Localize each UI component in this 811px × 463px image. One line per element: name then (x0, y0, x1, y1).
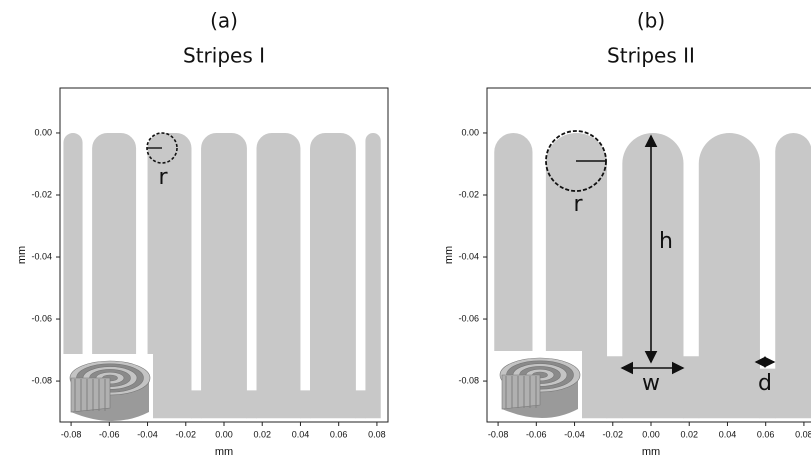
plot-area (63, 133, 381, 422)
y-axis-label: mm (16, 246, 28, 264)
y-tick-label: -0.04 (31, 251, 52, 261)
inset-cut (71, 378, 110, 412)
x-tick-label: 0.00 (215, 429, 233, 439)
stripe (201, 133, 247, 418)
x-tick-label: 0.08 (795, 429, 811, 439)
gap-bottom (300, 390, 311, 418)
inset (63, 354, 153, 422)
x-tick-label: 0.08 (368, 429, 386, 439)
x-tick-label: 0.04 (292, 429, 310, 439)
inset-cut (502, 375, 540, 409)
x-tick-label: -0.02 (603, 429, 624, 439)
x-tick-label: -0.04 (564, 429, 585, 439)
gap-bottom (355, 390, 366, 418)
stripe (775, 133, 811, 418)
gap-bottom (246, 390, 257, 418)
y-tick-label: -0.06 (458, 313, 479, 323)
gap-bottom (191, 390, 202, 418)
y-tick-label: -0.02 (31, 189, 52, 199)
x-tick-label: 0.02 (680, 429, 698, 439)
panel: (b) Stripes II -0.08 -0.06 -0.04 -0.02 0.00 0.0… (443, 9, 811, 458)
stripe (699, 133, 760, 418)
y-axis-label: mm (443, 246, 455, 264)
annotation: r (573, 192, 583, 217)
gap-bottom (683, 356, 699, 418)
panel-label: (a) (210, 9, 238, 33)
figure: (a) Stripes I -0.08 -0.06 -0.04 -0.02 0.00 0.02… (0, 0, 811, 463)
stripe (365, 133, 380, 418)
x-tick-label: 0.06 (757, 429, 775, 439)
x-tick-label: 0.02 (253, 429, 271, 439)
stripe (148, 133, 192, 418)
x-axis-label: mm (642, 446, 660, 458)
stripe (310, 133, 356, 418)
annotation: w (642, 371, 660, 396)
x-tick-label: -0.08 (61, 429, 82, 439)
y-tick-label: -0.06 (31, 313, 52, 323)
y-tick-label: -0.08 (31, 375, 52, 385)
x-tick-label: 0.04 (719, 429, 737, 439)
x-tick-label: -0.04 (137, 429, 158, 439)
annotation: d (758, 371, 772, 396)
x-tick-label: -0.06 (526, 429, 547, 439)
panel-title: Stripes I (183, 44, 265, 68)
stripe (256, 133, 300, 418)
annotation: r (158, 165, 168, 190)
x-axis-label: mm (215, 446, 233, 458)
panel: (a) Stripes I -0.08 -0.06 -0.04 -0.02 0.00 0.02… (16, 9, 388, 458)
x-tick-label: 0.06 (330, 429, 348, 439)
y-tick-label: -0.04 (458, 251, 479, 261)
y-tick-label: -0.02 (458, 189, 479, 199)
x-tick-label: -0.08 (488, 429, 509, 439)
gap-bottom (607, 356, 623, 418)
x-tick-label: -0.02 (176, 429, 197, 439)
x-tick-label: 0.00 (642, 429, 660, 439)
y-tick-label: -0.08 (458, 375, 479, 385)
y-tick-label: 0.00 (34, 127, 52, 137)
annotation: h (659, 229, 673, 254)
inset (494, 351, 582, 419)
panel-label: (b) (637, 9, 665, 33)
y-tick-label: 0.00 (461, 127, 479, 137)
panel-title: Stripes II (607, 44, 695, 68)
x-tick-label: -0.06 (99, 429, 120, 439)
